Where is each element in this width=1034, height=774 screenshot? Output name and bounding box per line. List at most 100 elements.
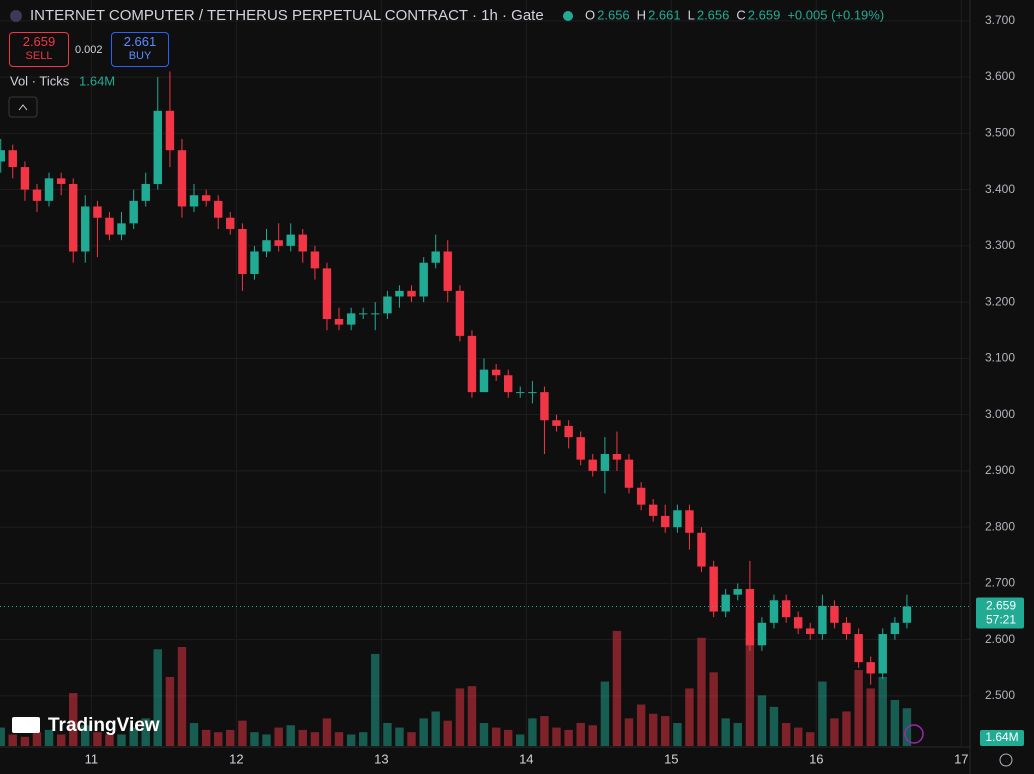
volume-bar — [878, 676, 887, 746]
volume-bar — [806, 732, 815, 746]
candle-body — [745, 589, 755, 646]
candle-body — [842, 622, 851, 635]
candle-body — [528, 392, 537, 394]
candle-body — [177, 150, 187, 207]
volume-bar — [443, 720, 452, 746]
candle-body — [358, 313, 368, 315]
volume-bar — [177, 646, 187, 746]
candle-body — [612, 454, 622, 460]
candle-body — [648, 504, 658, 516]
x-tick-label: 17 — [954, 751, 968, 766]
volume-bar — [214, 732, 223, 746]
candle-body — [81, 206, 90, 252]
volume-bar — [624, 718, 634, 746]
candle-body — [516, 392, 525, 394]
volume-bar — [153, 649, 162, 746]
candle-body — [20, 167, 30, 190]
volume-bar — [697, 637, 706, 746]
volume-bar — [226, 729, 235, 746]
collapse-button[interactable] — [8, 96, 38, 118]
volume-bar — [661, 716, 670, 746]
x-tick-label: 16 — [809, 751, 823, 766]
volume-bar — [721, 718, 730, 746]
ohlc-label: L — [688, 7, 695, 22]
volume-bar — [0, 727, 5, 746]
volume-bar — [781, 722, 791, 746]
volume-bar — [842, 711, 851, 746]
candle-body — [322, 268, 332, 319]
candle-body — [274, 240, 283, 246]
candle-body — [588, 459, 597, 471]
candle-body — [781, 600, 791, 618]
volume-bar — [733, 722, 742, 746]
candle-body — [661, 515, 670, 528]
x-tick-label: 14 — [519, 751, 533, 766]
candle-body — [141, 183, 150, 201]
volume-bar — [189, 722, 199, 746]
volume-bar — [612, 630, 622, 746]
countdown: 57:21 — [986, 613, 1016, 627]
candle-body — [769, 600, 779, 623]
candle-body — [346, 313, 356, 325]
volume-tag-label: 1.64M — [985, 730, 1018, 744]
volume-legend-name: Vol · Ticks — [10, 73, 70, 88]
candle-body — [540, 392, 549, 421]
volume-bar — [866, 688, 875, 746]
x-tick-label: 11 — [85, 751, 99, 766]
volume-bar — [20, 736, 30, 746]
volume-bar — [552, 727, 561, 746]
candle-body — [153, 110, 162, 184]
volume-bar — [902, 708, 912, 746]
status-dot — [563, 11, 573, 21]
y-tick-label: 2.900 — [985, 463, 1015, 477]
candle-body — [552, 420, 561, 426]
volume-bar — [407, 732, 416, 746]
y-tick-label: 2.600 — [985, 632, 1015, 646]
buy-price: 2.661 — [123, 34, 157, 49]
candle-body — [32, 189, 42, 201]
candle-body — [806, 628, 815, 635]
candle-body — [286, 234, 295, 246]
candle-body — [576, 437, 585, 460]
candle-body — [189, 195, 199, 207]
volume-bar — [310, 732, 320, 746]
volume-bar — [383, 722, 392, 746]
candle-body — [0, 150, 5, 162]
candle-body — [866, 662, 875, 674]
logo-mark — [12, 717, 40, 733]
settings-icon[interactable] — [999, 753, 1013, 767]
y-tick-label: 2.700 — [985, 576, 1015, 590]
volume-bar — [685, 688, 694, 746]
candle-body — [757, 622, 767, 646]
ohlc-label: H — [637, 7, 646, 22]
volume-bar — [358, 732, 368, 746]
ohlc-value: 2.656 — [697, 7, 730, 22]
alert-icon[interactable] — [904, 724, 924, 744]
volume-bar — [757, 695, 767, 746]
watermark: TradingView — [48, 715, 160, 736]
y-tick-label: 3.300 — [985, 238, 1015, 252]
candle-body — [793, 617, 803, 629]
volume-bar — [648, 713, 658, 746]
volume-bar — [709, 672, 718, 746]
candle-body — [298, 234, 307, 252]
volume-bar — [830, 718, 839, 746]
volume-bar — [117, 734, 126, 746]
candle-body — [467, 335, 477, 393]
volume-bar — [44, 729, 54, 746]
candle-body — [878, 634, 887, 674]
candle-body — [395, 290, 404, 297]
buy-button[interactable]: 2.661 BUY — [111, 32, 169, 67]
sell-button[interactable]: 2.659 SELL — [9, 32, 69, 67]
ohlc-legend: O 2.656 H 2.661 L 2.656 C 2.659 +0.005 (+0.19%) — [585, 7, 884, 22]
last-price-tag — [976, 597, 1024, 629]
candle-body — [431, 251, 440, 263]
axes: 2.500 2.600 2.700 2.800 2.900 3.000 3.100 3.200… — [0, 13, 1024, 766]
candle-body — [117, 223, 126, 235]
volume-bar — [32, 732, 42, 746]
volume-bar — [769, 706, 779, 746]
candle-body — [419, 262, 428, 297]
candle-body — [371, 313, 380, 315]
